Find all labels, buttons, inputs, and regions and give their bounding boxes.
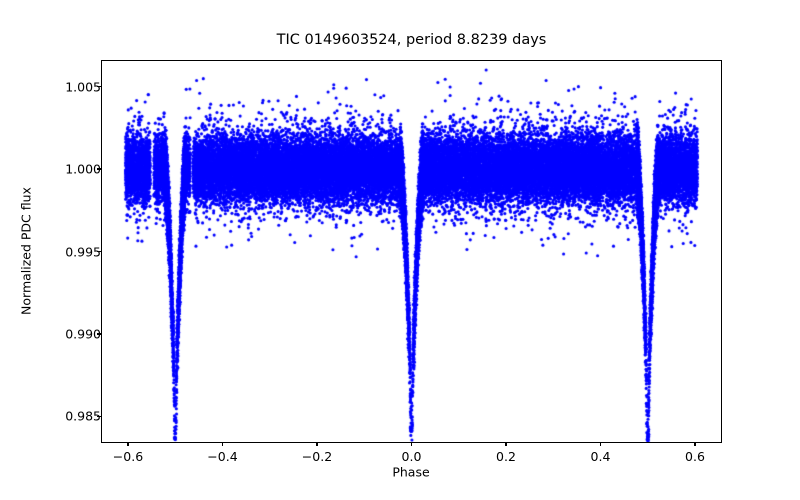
scatter-plot-canvas bbox=[102, 61, 721, 442]
page-title: TIC 0149603524, period 8.8239 days bbox=[276, 32, 547, 48]
x-tick-mark bbox=[599, 442, 602, 446]
x-tick-label: 0.0 bbox=[401, 449, 422, 464]
x-tick-mark bbox=[505, 442, 507, 446]
y-tick-mark bbox=[97, 250, 101, 253]
x-tick-label: −0.4 bbox=[207, 449, 238, 464]
plot-axes-frame bbox=[101, 60, 722, 443]
y-tick-mark bbox=[97, 86, 101, 88]
x-tick-mark bbox=[694, 442, 696, 446]
y-tick-label: 1.000 bbox=[65, 161, 101, 177]
x-tick-mark bbox=[127, 442, 129, 446]
y-tick-mark bbox=[97, 168, 101, 170]
y-tick-mark bbox=[97, 333, 101, 335]
x-tick-mark bbox=[316, 442, 318, 446]
y-tick-mark bbox=[97, 415, 101, 417]
x-tick-mark bbox=[221, 442, 224, 446]
y-axis-ticks: 0.985 0.990 0.995 1.000 1.005 bbox=[0, 0, 101, 500]
x-tick-label: −0.6 bbox=[112, 449, 144, 464]
y-tick-label: 0.985 bbox=[65, 408, 101, 424]
x-tick-label: 0.4 bbox=[590, 449, 611, 464]
y-axis-label: Normalized PDC flux bbox=[18, 187, 34, 315]
x-tick-label: −0.2 bbox=[301, 449, 333, 464]
x-tick-label: 0.2 bbox=[496, 449, 516, 464]
y-tick-label: 1.005 bbox=[65, 79, 101, 95]
y-tick-label: 0.990 bbox=[65, 326, 101, 342]
x-axis-label: Phase bbox=[392, 464, 430, 480]
x-tick-mark bbox=[410, 442, 413, 446]
y-tick-label: 0.995 bbox=[65, 244, 101, 259]
x-tick-label: 0.6 bbox=[685, 449, 705, 464]
